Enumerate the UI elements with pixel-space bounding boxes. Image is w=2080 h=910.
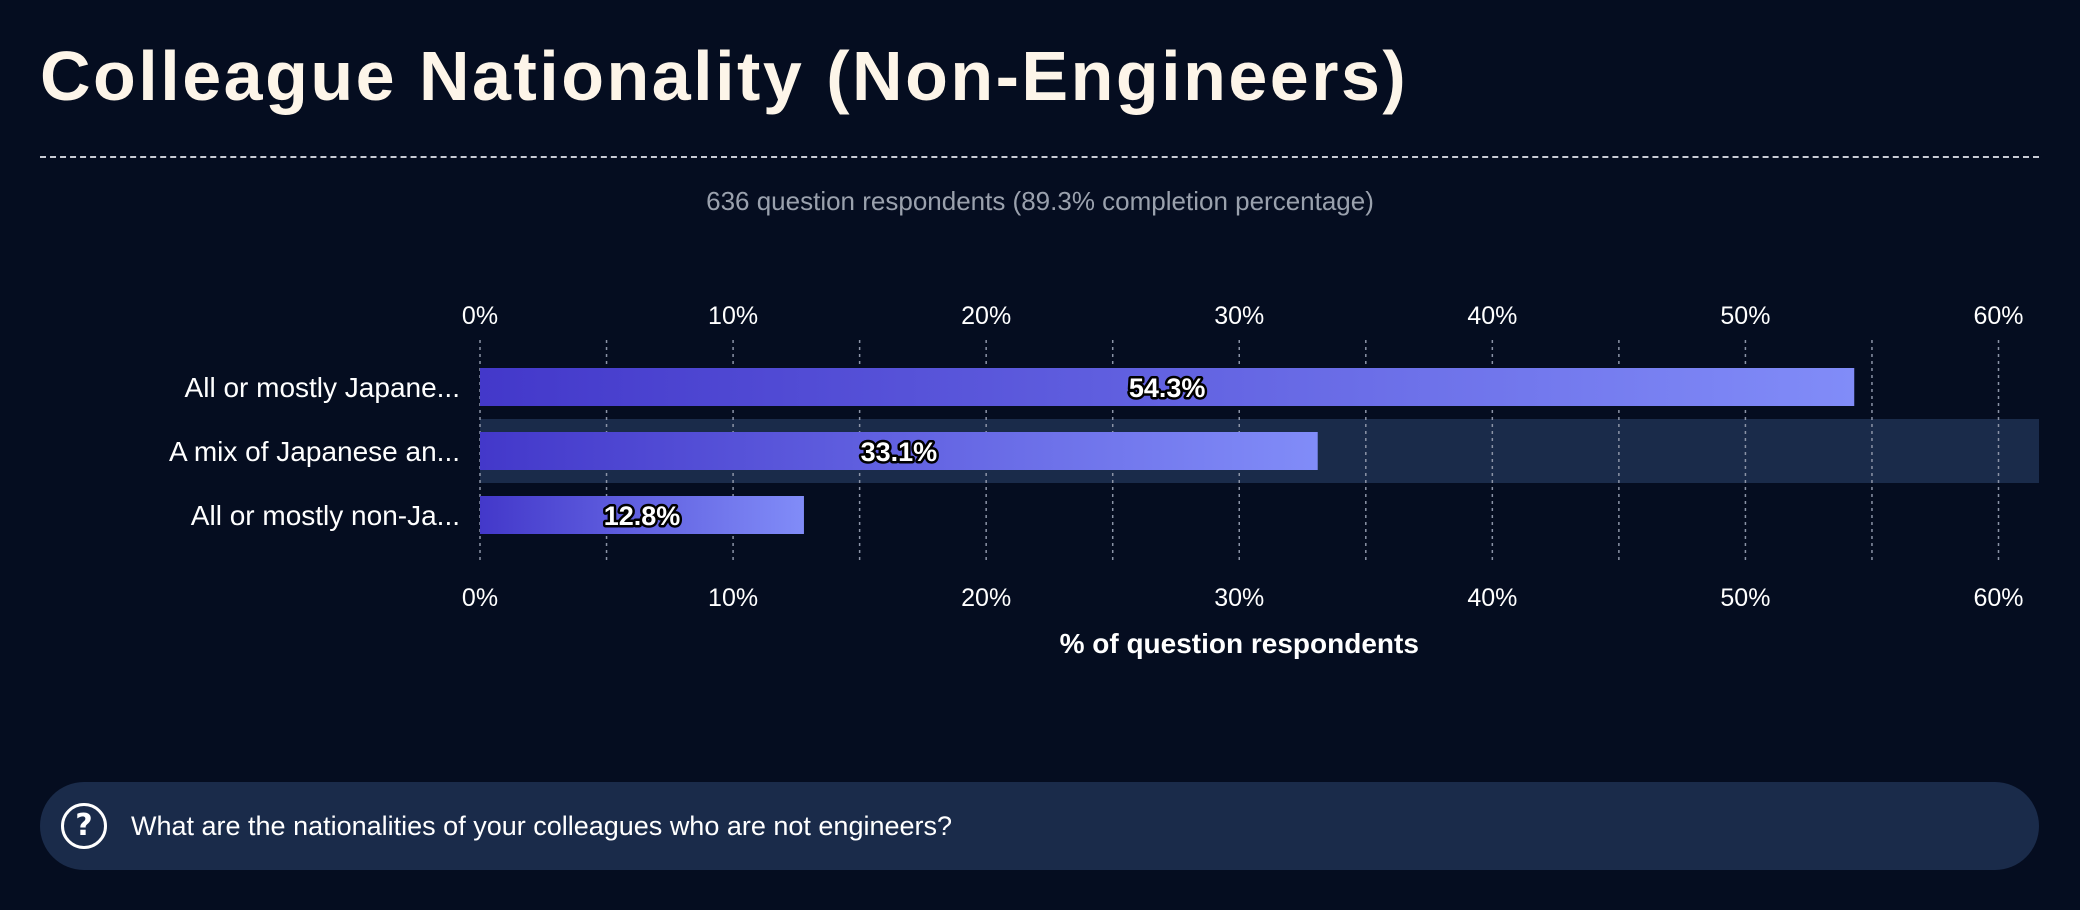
x-tick-label-bottom: 0%: [462, 584, 498, 612]
chart-subtitle: 636 question respondents (89.3% completi…: [706, 186, 1374, 216]
category-label: All or mostly Japane...: [185, 372, 460, 403]
category-label: A mix of Japanese an...: [169, 436, 460, 467]
x-tick-label-top: 20%: [961, 302, 1011, 330]
category-label: All or mostly non-Ja...: [191, 500, 460, 531]
question-text: What are the nationalities of your colle…: [131, 810, 953, 841]
x-tick-label-bottom: 30%: [1214, 584, 1264, 612]
title-divider: [40, 156, 2039, 158]
x-tick-label-top: 40%: [1467, 302, 1517, 330]
x-tick-label-top: 50%: [1720, 302, 1770, 330]
bar-chart: 0% 0% 10% 10% 20% 20% 30% 30% 40% 40% 50% 50% 60% 60%…: [169, 302, 2039, 659]
bar: [480, 432, 1318, 470]
x-tick-label-bottom: 50%: [1720, 584, 1770, 612]
x-tick-label-bottom: 20%: [961, 584, 1011, 612]
x-tick-label-top: 0%: [462, 302, 498, 330]
question-banner: ? What are the nationalities of your col…: [40, 782, 2039, 870]
x-tick-label-top: 10%: [708, 302, 758, 330]
data-label: 54.3%: [1129, 373, 1206, 403]
x-axis-title: % of question respondents: [1060, 628, 1419, 659]
data-label: 33.1%: [861, 437, 938, 467]
label-layer: 0% 0% 10% 10% 20% 20% 30% 30% 40% 40% 50% 50% 60% 60%…: [169, 302, 2024, 659]
page-title: Colleague Nationality (Non-Engineers): [40, 37, 1409, 115]
data-label: 12.8%: [604, 501, 681, 531]
x-tick-label-bottom: 40%: [1467, 584, 1517, 612]
bar: [480, 368, 1855, 406]
question-circle-icon: ?: [61, 803, 107, 849]
x-tick-label-top: 30%: [1214, 302, 1264, 330]
x-tick-label-top: 60%: [1973, 302, 2023, 330]
bar-layer: [480, 368, 1855, 534]
x-tick-label-bottom: 10%: [708, 584, 758, 612]
x-tick-label-bottom: 60%: [1973, 584, 2023, 612]
bar: [480, 496, 804, 534]
